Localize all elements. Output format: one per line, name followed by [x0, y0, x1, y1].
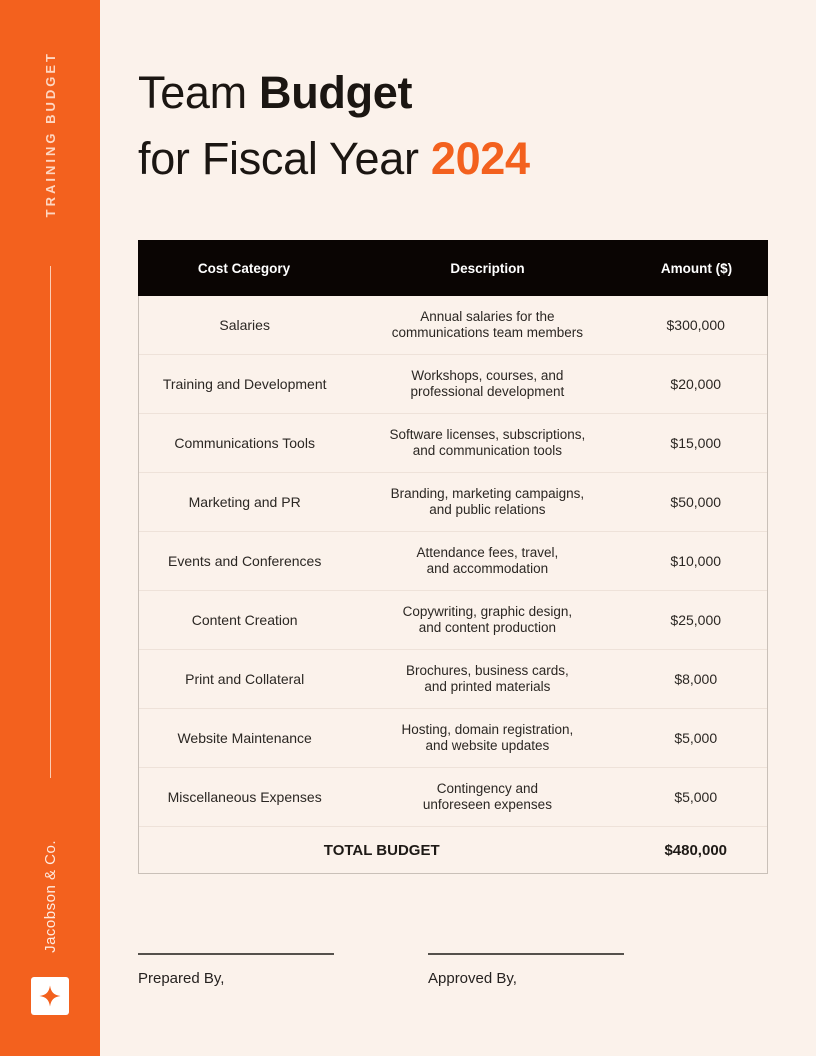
amount-cell: $25,000 [670, 612, 722, 628]
amount-cell: $10,000 [670, 553, 722, 569]
amount-cell: $50,000 [670, 494, 722, 510]
description-cell: Attendance fees, travel, and accommodatio… [416, 545, 559, 576]
table-row: Marketing and PR Branding, marketing cam… [139, 473, 767, 532]
cost-category-cell: Miscellaneous Expenses [167, 789, 322, 805]
table-row: Training and Development Workshops, cour… [139, 355, 767, 414]
approved-by-signature-line [428, 953, 624, 955]
header-cell-cost-category: Cost Category [138, 240, 350, 296]
approved-by-label: Approved By, [428, 970, 517, 987]
header-label-description: Description [450, 260, 525, 276]
table-row: Salaries Annual salaries for the communic… [139, 296, 767, 355]
title-line-2: for Fiscal Year 2024 [138, 126, 530, 192]
header-label-amount: Amount ($) [660, 260, 733, 276]
description-cell: Branding, marketing campaigns, and public… [390, 486, 585, 517]
description-cell: Contingency and unforeseen expenses [422, 781, 552, 812]
table-row: Communications Tools Software licenses, … [139, 414, 767, 473]
description-cell: Hosting, domain registration, and website… [401, 722, 574, 753]
title-line1-bold: Budget [259, 67, 413, 118]
cost-category-cell: Content Creation [191, 612, 298, 628]
prepared-by-label: Prepared By, [138, 970, 225, 987]
cost-category-cell: Website Maintenance [177, 730, 312, 746]
table-row: Events and Conferences Attendance fees, … [139, 532, 767, 591]
brand-wrap: Jacobson & Co. [0, 826, 100, 966]
header-label-cost-category: Cost Category [197, 260, 291, 276]
description-cell: Brochures, business cards, and printed ma… [405, 663, 569, 694]
sidebar: TRAINING BUDGET Jacobson & Co. [0, 0, 100, 1056]
training-budget-label: TRAINING BUDGET [42, 50, 58, 218]
table-row: Miscellaneous Expenses Contingency and un… [139, 768, 767, 827]
total-row: TOTAL BUDGET $480,000 [139, 827, 767, 873]
description-cell: Software licenses, subscriptions, and com… [389, 427, 586, 458]
table-header-row: Cost Category Description Amount ($) [138, 240, 768, 296]
amount-cell: $15,000 [670, 435, 722, 451]
amount-cell: $20,000 [670, 376, 722, 392]
title-line2-regular: for Fiscal Year [138, 133, 419, 184]
amount-cell: $300,000 [666, 317, 725, 333]
table-row: Content Creation Copywriting, graphic de… [139, 591, 767, 650]
cost-category-cell: Salaries [219, 317, 270, 333]
title-year: 2024 [430, 133, 530, 184]
header-cell-amount: Amount ($) [625, 240, 768, 296]
header-cell-description: Description [350, 240, 625, 296]
cost-category-cell: Print and Collateral [185, 671, 305, 687]
amount-cell: $5,000 [674, 730, 718, 746]
four-point-star-icon [39, 985, 61, 1007]
company-name: Jacobson & Co. [41, 839, 59, 953]
page-title: Team Budget for Fiscal Year 2024 [138, 60, 530, 192]
description-cell: Workshops, courses, and professional deve… [410, 368, 565, 399]
prepared-by-signature-line [138, 953, 334, 955]
title-line-1: Team Budget [138, 60, 530, 126]
table-body: Salaries Annual salaries for the communic… [138, 296, 768, 874]
cost-category-cell: Training and Development [162, 376, 327, 392]
amount-cell: $5,000 [674, 789, 718, 805]
title-line1-regular: Team [138, 67, 247, 118]
description-cell: Copywriting, graphic design, and content … [402, 604, 573, 635]
total-budget-label: TOTAL BUDGET [323, 841, 440, 859]
cost-category-cell: Events and Conferences [168, 553, 322, 569]
amount-cell: $8,000 [674, 671, 718, 687]
cost-category-cell: Communications Tools [174, 435, 315, 451]
table-row: Print and Collateral Brochures, business… [139, 650, 767, 709]
budget-table: Cost Category Description Amount ($) Sal… [138, 240, 768, 874]
description-cell: Annual salaries for the communications te… [391, 309, 584, 340]
table-row: Website Maintenance Hosting, domain regi… [139, 709, 767, 768]
sidebar-tag-wrap: TRAINING BUDGET [0, 44, 100, 224]
cost-category-cell: Marketing and PR [188, 494, 301, 510]
total-budget-amount: $480,000 [664, 841, 728, 859]
sidebar-divider-line [50, 266, 51, 778]
company-logo [31, 977, 69, 1015]
